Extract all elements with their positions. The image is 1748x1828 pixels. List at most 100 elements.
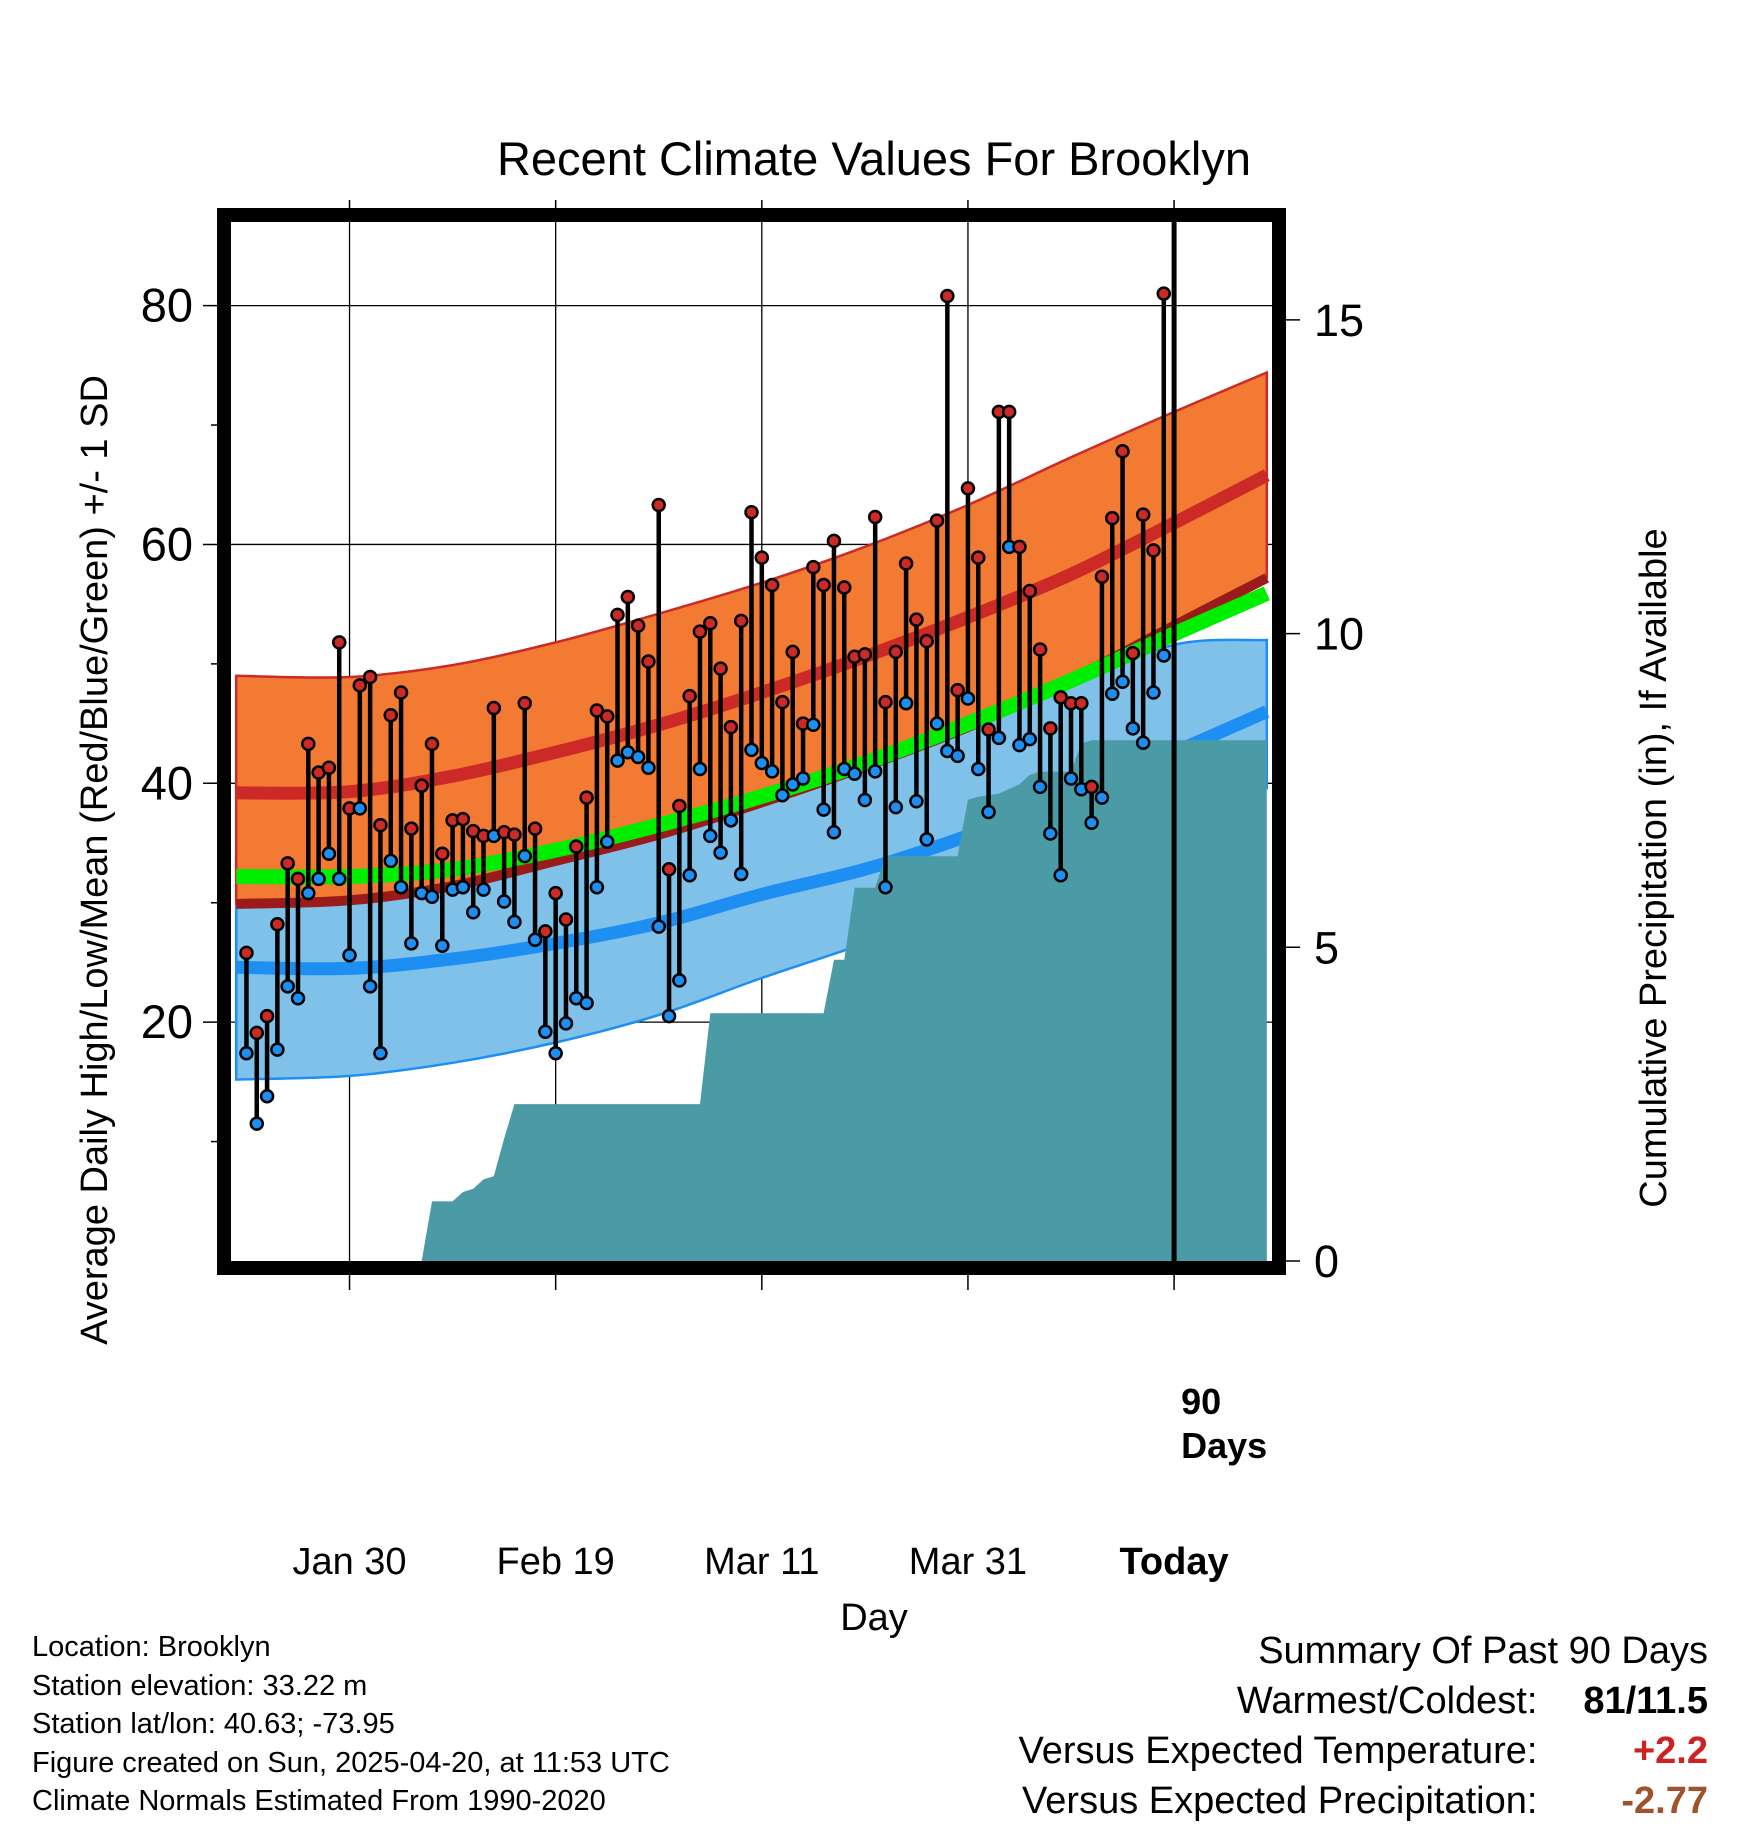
daily-low-point — [455, 879, 471, 895]
daily-high-point — [548, 885, 563, 901]
daily-high-point — [703, 616, 718, 631]
daily-low-point — [496, 894, 512, 909]
daily-high-point — [1135, 507, 1151, 522]
daily-high-point — [404, 821, 419, 836]
daily-high-point — [414, 778, 429, 793]
daily-low-point — [867, 764, 883, 779]
daily-high-point — [1032, 642, 1048, 657]
daily-low-point — [321, 846, 337, 862]
daily-low-point — [280, 979, 295, 994]
warmest-label: Warmest/Coldest: — [1236, 1680, 1538, 1722]
summary-precip-row: Versus Expected Precipitation: -2.77 — [1019, 1776, 1708, 1826]
daily-low-point — [1146, 685, 1161, 700]
daily-high-point — [971, 550, 986, 565]
daily-low-point — [1053, 868, 1068, 883]
normals-text: Climate Normals Estimated From 1990-2020 — [32, 1785, 606, 1817]
daily-high-point — [249, 1025, 265, 1041]
daily-high-point — [1115, 444, 1130, 459]
daily-low-point — [599, 834, 615, 850]
daily-low-point — [404, 936, 419, 951]
daily-low-point — [847, 766, 862, 781]
daily-low-point — [527, 932, 543, 947]
daily-high-point — [517, 696, 532, 711]
daily-low-point — [775, 787, 790, 803]
today-days-label: Days — [1181, 1425, 1267, 1466]
summary-title: Summary Of Past 90 Days — [1258, 1630, 1708, 1672]
daily-low-point — [692, 761, 708, 777]
precip-value: -2.77 — [1621, 1780, 1708, 1822]
daily-low-point — [785, 777, 800, 792]
daily-high-point — [1074, 696, 1089, 711]
daily-low-point — [950, 748, 965, 764]
daily-high-point — [352, 678, 368, 693]
summary-warmest-row: Warmest/Coldest: 81/11.5 — [1019, 1676, 1708, 1726]
daily-low-point — [311, 871, 326, 887]
daily-high-point — [713, 661, 728, 676]
daily-high-point — [507, 827, 522, 842]
daily-low-point — [703, 828, 718, 844]
daily-high-point — [362, 669, 378, 685]
daily-high-point — [1156, 286, 1172, 301]
x-tick-label: Feb 19 — [497, 1541, 615, 1583]
daily-low-point — [558, 1016, 574, 1031]
x-tick-label: Mar 31 — [909, 1541, 1027, 1583]
daily-high-point — [929, 513, 945, 528]
daily-low-point — [476, 882, 491, 897]
y2-tick-label: 10 — [1314, 609, 1364, 660]
daily-low-point — [373, 1045, 388, 1061]
y-tick-label: 40 — [141, 756, 193, 809]
daily-low-point — [991, 730, 1007, 746]
daily-low-point — [960, 691, 976, 706]
x-tick-label: Mar 11 — [704, 1541, 819, 1583]
daily-high-point — [909, 612, 924, 627]
plot-frame — [217, 208, 1286, 1275]
daily-low-point — [1156, 648, 1172, 663]
daily-low-point — [259, 1088, 275, 1104]
daily-high-point — [837, 580, 852, 595]
location-text: Location: Brooklyn — [32, 1631, 271, 1663]
daily-high-point — [558, 912, 574, 927]
daily-low-point — [589, 879, 605, 895]
daily-high-point — [661, 862, 677, 877]
daily-low-point — [1115, 674, 1130, 690]
y-tick-label: 60 — [141, 517, 193, 570]
daily-high-point — [1001, 404, 1017, 420]
temp-value: +2.2 — [1632, 1730, 1708, 1772]
daily-high-point — [1125, 645, 1141, 661]
daily-high-point — [867, 509, 883, 525]
daily-low-point — [981, 804, 996, 820]
temp-label: Versus Expected Temperature: — [1018, 1730, 1538, 1772]
daily-low-point — [352, 801, 368, 816]
daily-high-point — [610, 607, 625, 623]
daily-high-point — [785, 644, 800, 660]
daily-low-point — [795, 771, 811, 786]
daily-high-point — [682, 688, 697, 704]
daily-high-point — [1043, 721, 1058, 736]
today-days-label: 90 — [1181, 1381, 1221, 1422]
daily-high-point — [630, 618, 646, 633]
daily-low-point — [641, 760, 656, 776]
daily-high-point — [898, 556, 914, 571]
daily-high-point — [775, 694, 790, 710]
daily-high-point — [878, 694, 893, 710]
daily-low-point — [909, 793, 924, 809]
daily-high-point — [754, 550, 770, 565]
daily-low-point — [661, 1008, 677, 1024]
daily-high-point — [455, 811, 471, 827]
y-axis-label: Average Daily High/Low/Mean (Red/Blue/Gr… — [74, 375, 116, 1345]
summary-temp-row: Versus Expected Temperature: +2.2 — [1019, 1726, 1708, 1776]
daily-high-point — [1104, 510, 1120, 526]
daily-low-point — [517, 848, 532, 864]
daily-low-point — [393, 879, 409, 895]
daily-high-point — [1022, 583, 1038, 599]
daily-high-point — [373, 817, 388, 833]
daily-high-point — [1094, 569, 1110, 584]
daily-low-point — [538, 1024, 553, 1039]
daily-low-point — [630, 749, 646, 765]
daily-low-point — [383, 853, 399, 869]
daily-low-point — [301, 885, 316, 901]
daily-high-point — [919, 633, 934, 649]
warmest-value: 81/11.5 — [1583, 1680, 1708, 1722]
daily-low-point — [733, 866, 749, 882]
